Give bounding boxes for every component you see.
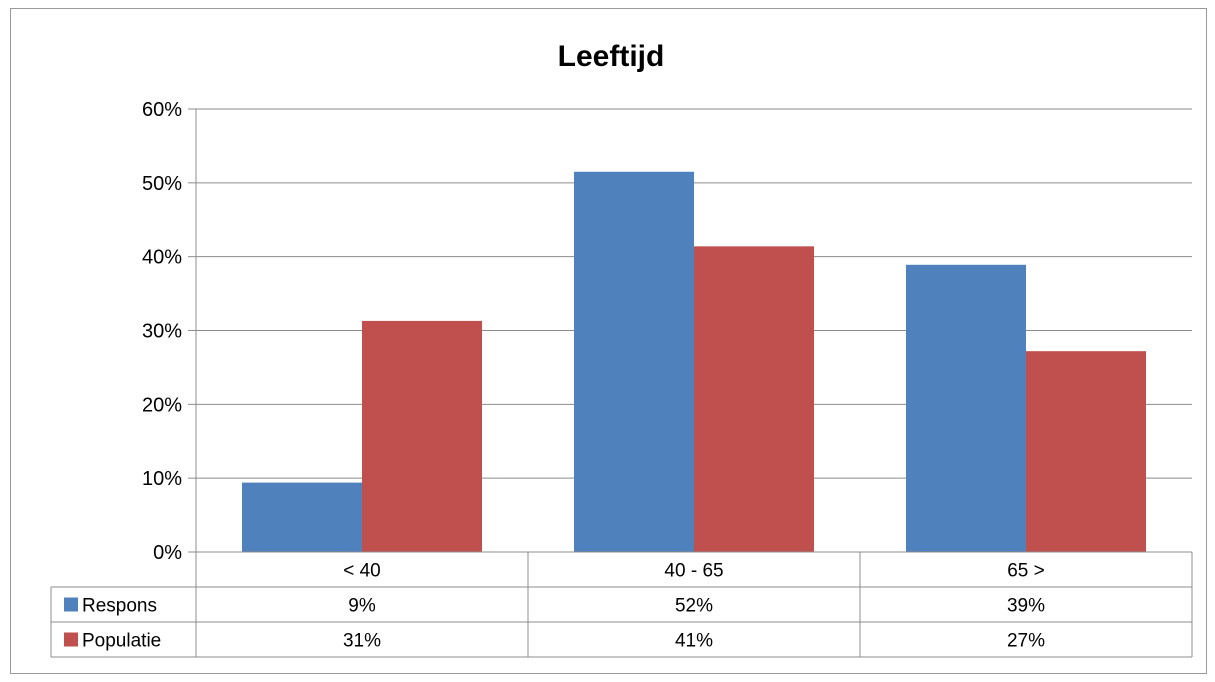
data-label: 52% bbox=[675, 596, 713, 617]
y-tick-label: 60% bbox=[142, 99, 182, 121]
y-tick-label: 30% bbox=[142, 321, 182, 343]
axes: 0% 10% 20% 30% 40% 50% 60% bbox=[142, 99, 197, 564]
data-label: 9% bbox=[348, 596, 376, 617]
bar-populatie-1 bbox=[694, 246, 814, 552]
chart-frame: 0% 10% 20% 30% 40% 50% 60% < 40 40 - 65 65 > Resp… bbox=[10, 8, 1207, 674]
data-label: 41% bbox=[675, 631, 713, 652]
legend-label: Populatie bbox=[82, 631, 161, 652]
y-tick-label: 20% bbox=[142, 394, 182, 416]
category-label: 40 - 65 bbox=[664, 561, 723, 582]
data-label: 31% bbox=[343, 631, 381, 652]
bar-populatie-0 bbox=[362, 320, 482, 552]
legend-swatch bbox=[64, 632, 78, 647]
y-tick-label: 10% bbox=[142, 468, 182, 490]
data-table: < 40 40 - 65 65 > Respons 9% 52% 39% Populatie 3… bbox=[50, 551, 1193, 658]
category-label: 65 > bbox=[1007, 561, 1045, 582]
chart-title: Leeftijd bbox=[558, 40, 665, 73]
bar-chart: 0% 10% 20% 30% 40% 50% 60% < 40 40 - 65 65 > Resp… bbox=[50, 40, 1193, 658]
data-label: 27% bbox=[1007, 631, 1045, 652]
bar-respons-2 bbox=[906, 264, 1026, 552]
bar-respons-0 bbox=[242, 482, 362, 552]
data-label: 39% bbox=[1007, 596, 1045, 617]
legend-label: Respons bbox=[82, 596, 157, 617]
y-tick-label: 0% bbox=[153, 542, 182, 564]
y-tick-label: 40% bbox=[142, 247, 182, 269]
y-tick-label: 50% bbox=[142, 173, 182, 195]
bar-respons-1 bbox=[574, 171, 694, 552]
bar-populatie-2 bbox=[1026, 351, 1146, 552]
bars bbox=[242, 171, 1146, 552]
category-label: < 40 bbox=[343, 561, 381, 582]
legend-swatch bbox=[64, 597, 78, 612]
